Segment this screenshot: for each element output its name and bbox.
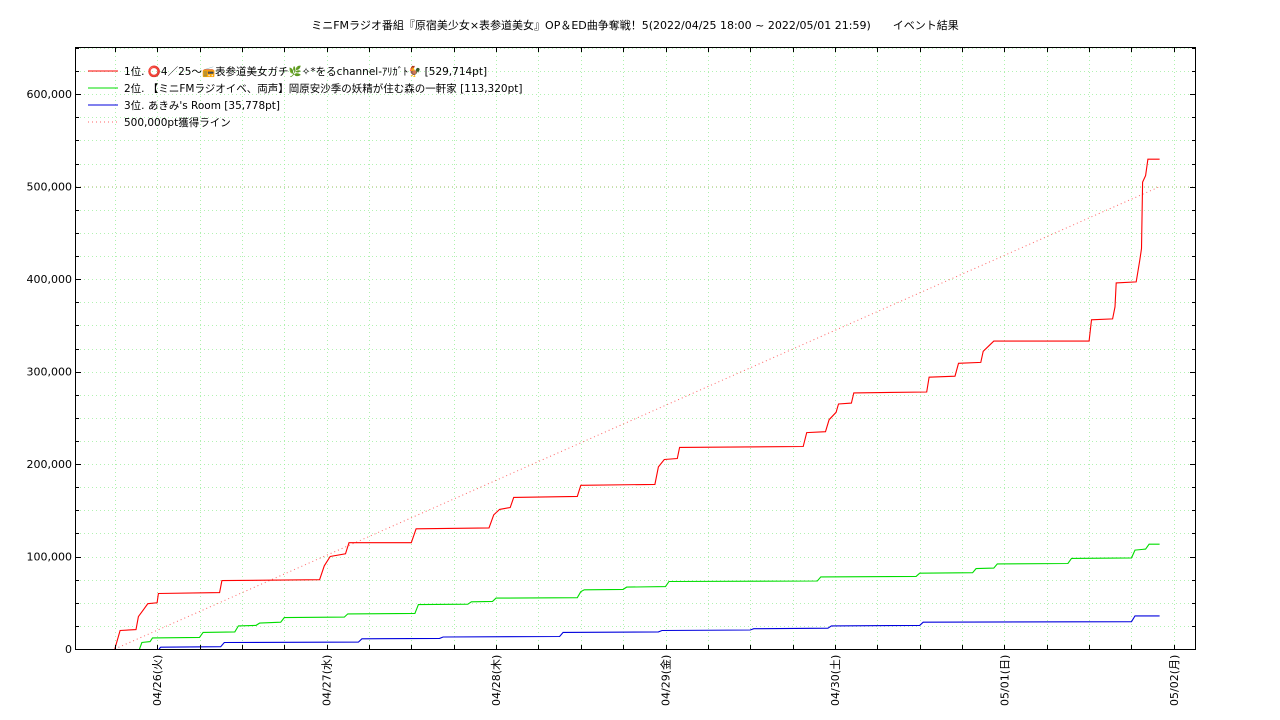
y-tick-label: 500,000	[27, 181, 73, 194]
series-line	[138, 543, 1160, 650]
y-tick-label: 400,000	[27, 273, 73, 286]
y-axis-tick-labels: 0 100,000 200,000 300,000 400,000 500,000 600,…	[27, 88, 73, 656]
x-tick-label: 04/29(金)	[659, 655, 673, 706]
plot-frame	[75, 47, 1196, 650]
series-line	[158, 615, 1160, 650]
y-tick-label: 100,000	[27, 551, 73, 564]
x-tick-label: 04/30(土)	[829, 655, 842, 706]
legend-label: 3位. あきみ's Room [35,778pt]	[124, 99, 280, 112]
legend-label: 500,000pt獲得ライン	[124, 116, 231, 129]
x-tick-label: 04/27(水)	[321, 655, 334, 706]
legend-label: 2位. 【ミニFMラジオイベ、両声】岡原安沙季の妖精が住む森の一軒家 [113,…	[124, 82, 522, 95]
y-tick-label: 600,000	[27, 88, 73, 101]
chart-title: ミニFMラジオ番組『原宿美少女×表参道美女』OP＆ED曲争奪戦！5(2022/0…	[311, 18, 959, 32]
y-tick-label: 0	[65, 643, 72, 656]
x-tick-label: 05/02(月)	[1168, 655, 1181, 706]
target-pace-line	[114, 186, 1160, 650]
x-tick-label: 04/28(木)	[490, 655, 503, 706]
legend-label: 1位. ⭕4／25〜📻表参道美女ガチ🌿✧*をるchannel-ｱﾘｶﾞﾄ🐓 [5…	[124, 65, 487, 78]
y-tick-label: 300,000	[27, 366, 73, 379]
x-tick-label: 05/01(日)	[998, 655, 1011, 706]
series-lines	[114, 158, 1160, 650]
x-axis-tick-labels: 04/26(火) 04/27(水) 04/28(木) 04/29(金) 04/30(土)…	[151, 655, 1181, 706]
legend: 1位. ⭕4／25〜📻表参道美女ガチ🌿✧*をるchannel-ｱﾘｶﾞﾄ🐓 [5…	[88, 65, 522, 129]
series-line	[114, 158, 1160, 650]
axis-ticks	[76, 48, 1195, 650]
grid	[76, 48, 1195, 649]
x-tick-label: 04/26(火)	[151, 655, 164, 706]
y-tick-label: 200,000	[27, 458, 73, 471]
